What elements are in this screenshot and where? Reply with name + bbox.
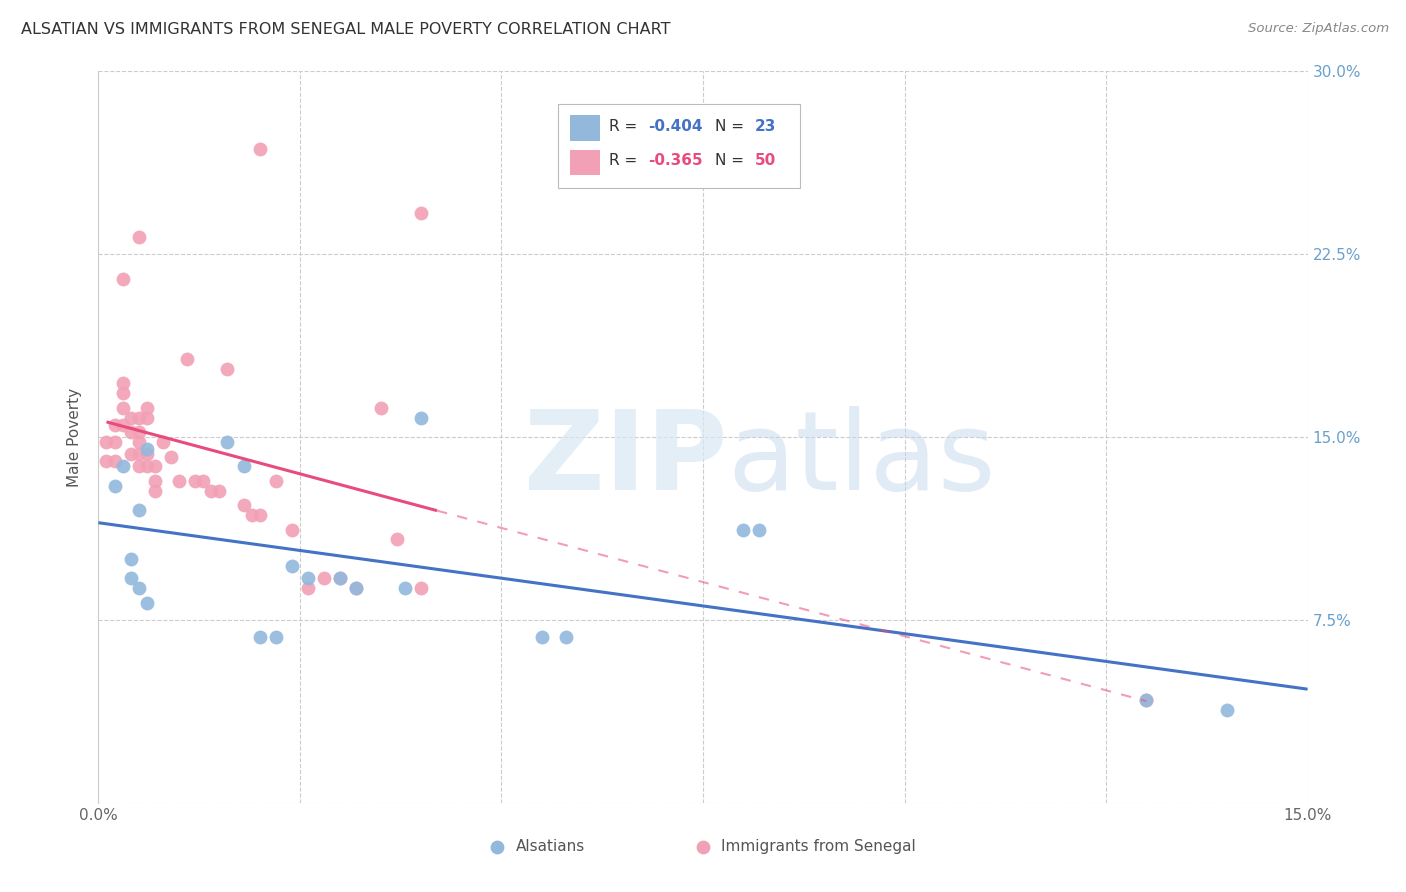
Point bbox=[370, 401, 392, 415]
Text: N =: N = bbox=[716, 153, 749, 169]
Point bbox=[733, 523, 755, 537]
Point bbox=[128, 230, 150, 244]
Point bbox=[217, 434, 239, 449]
Text: ALSATIAN VS IMMIGRANTS FROM SENEGAL MALE POVERTY CORRELATION CHART: ALSATIAN VS IMMIGRANTS FROM SENEGAL MALE… bbox=[21, 22, 671, 37]
Point bbox=[135, 596, 157, 610]
Point bbox=[264, 474, 287, 488]
Point bbox=[128, 503, 150, 517]
Point bbox=[240, 508, 263, 522]
Point bbox=[249, 508, 271, 522]
Point bbox=[143, 483, 166, 498]
Point bbox=[385, 533, 408, 547]
Text: Source: ZipAtlas.com: Source: ZipAtlas.com bbox=[1249, 22, 1389, 36]
Point bbox=[264, 630, 287, 644]
Point bbox=[249, 630, 271, 644]
Point bbox=[135, 442, 157, 457]
Point bbox=[167, 474, 190, 488]
Point bbox=[120, 410, 142, 425]
Point bbox=[135, 459, 157, 474]
Point bbox=[128, 581, 150, 595]
Point bbox=[96, 434, 118, 449]
Point bbox=[193, 474, 215, 488]
Point bbox=[103, 434, 125, 449]
Text: atlas: atlas bbox=[727, 406, 995, 513]
Point bbox=[120, 552, 142, 566]
Text: Immigrants from Senegal: Immigrants from Senegal bbox=[721, 839, 915, 855]
Point bbox=[103, 454, 125, 468]
Point bbox=[120, 425, 142, 440]
Point bbox=[128, 410, 150, 425]
Point bbox=[329, 572, 352, 586]
FancyBboxPatch shape bbox=[569, 150, 600, 175]
Point bbox=[297, 572, 319, 586]
Point bbox=[111, 401, 134, 415]
Text: R =: R = bbox=[609, 153, 641, 169]
Point bbox=[232, 499, 254, 513]
Point bbox=[160, 450, 183, 464]
Point bbox=[120, 572, 142, 586]
Point bbox=[748, 523, 770, 537]
Text: Alsatians: Alsatians bbox=[516, 839, 585, 855]
Point bbox=[143, 474, 166, 488]
Point bbox=[329, 572, 352, 586]
Point bbox=[111, 386, 134, 401]
Point bbox=[184, 474, 207, 488]
Text: R =: R = bbox=[609, 119, 641, 134]
Point bbox=[111, 271, 134, 285]
Point bbox=[217, 361, 239, 376]
Point bbox=[120, 447, 142, 461]
Point bbox=[249, 142, 271, 156]
Text: ZIP: ZIP bbox=[524, 406, 727, 513]
Point bbox=[409, 206, 432, 220]
Point bbox=[111, 376, 134, 391]
Point bbox=[394, 581, 416, 595]
Point bbox=[281, 523, 304, 537]
Point bbox=[409, 581, 432, 595]
Point bbox=[1135, 693, 1157, 707]
Point bbox=[128, 434, 150, 449]
Text: -0.365: -0.365 bbox=[648, 153, 703, 169]
Point bbox=[135, 447, 157, 461]
Point bbox=[297, 581, 319, 595]
FancyBboxPatch shape bbox=[569, 115, 600, 141]
Point bbox=[103, 417, 125, 432]
Text: N =: N = bbox=[716, 119, 749, 134]
Point bbox=[344, 581, 367, 595]
Point bbox=[1135, 693, 1157, 707]
Point bbox=[208, 483, 231, 498]
Point bbox=[1216, 703, 1239, 717]
Point bbox=[409, 410, 432, 425]
Point bbox=[143, 459, 166, 474]
Point bbox=[176, 352, 198, 367]
Point bbox=[281, 559, 304, 574]
FancyBboxPatch shape bbox=[558, 104, 800, 188]
Point bbox=[135, 410, 157, 425]
Point bbox=[344, 581, 367, 595]
Y-axis label: Male Poverty: Male Poverty bbox=[67, 387, 83, 487]
Point bbox=[232, 459, 254, 474]
Point bbox=[128, 447, 150, 461]
Point bbox=[111, 417, 134, 432]
Point bbox=[128, 425, 150, 440]
Point bbox=[135, 401, 157, 415]
Point bbox=[200, 483, 222, 498]
Text: 50: 50 bbox=[755, 153, 776, 169]
Text: -0.404: -0.404 bbox=[648, 119, 703, 134]
Point bbox=[530, 630, 553, 644]
Point bbox=[314, 572, 336, 586]
Point bbox=[128, 459, 150, 474]
Point bbox=[103, 479, 125, 493]
Point bbox=[96, 454, 118, 468]
Point bbox=[152, 434, 174, 449]
Point bbox=[555, 630, 578, 644]
Text: 23: 23 bbox=[755, 119, 776, 134]
Point bbox=[111, 459, 134, 474]
